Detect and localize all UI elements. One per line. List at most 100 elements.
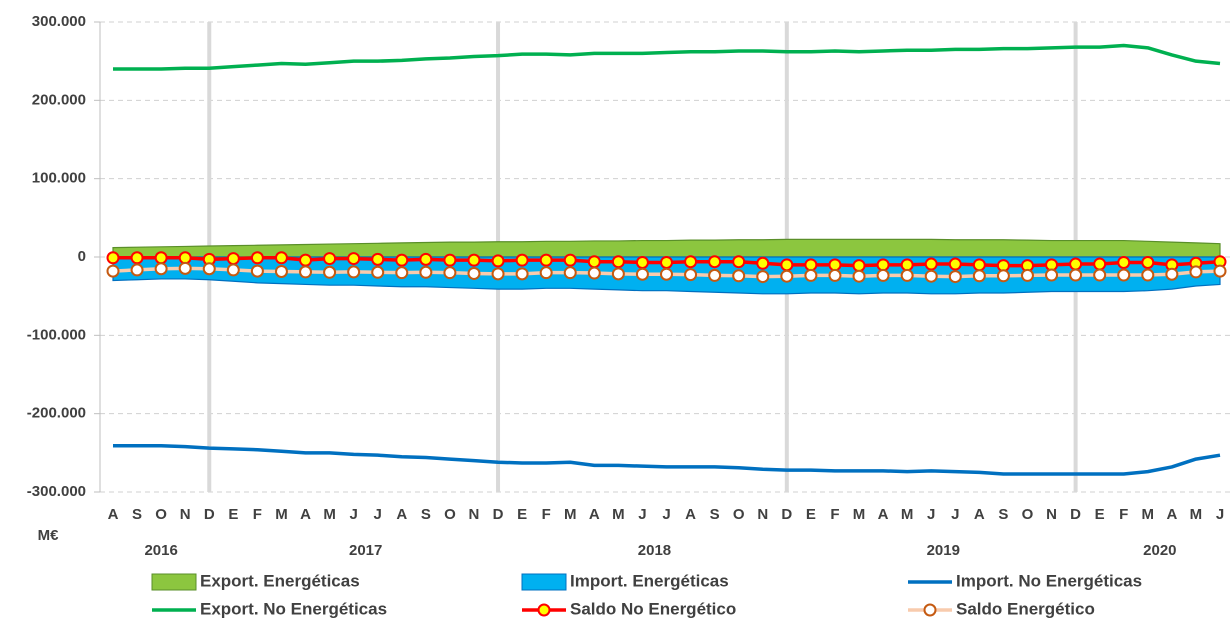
marker [828,258,842,272]
x-tick-label: E [806,506,816,523]
line [113,444,1221,476]
x-tick-label: F [253,506,262,523]
marker [1069,257,1083,271]
x-tick-label: A [974,506,985,523]
year-label: 2016 [144,542,177,559]
x-tick-label: E [1095,506,1105,523]
y-tick-label: -100.000 [27,326,86,343]
marker [708,255,722,269]
x-tick-label: A [685,506,696,523]
marker [635,267,649,281]
y-tick-label: 100.000 [32,170,86,187]
marker [491,254,505,268]
x-tick-label: A [300,506,311,523]
x-tick-label: O [155,506,167,523]
x-tick-label: S [710,506,720,523]
x-tick-label: J [638,506,646,523]
line [113,43,1221,71]
marker [395,266,409,280]
marker [1093,257,1107,271]
marker [154,251,168,265]
x-tick-label: M [323,506,336,523]
x-tick-label: J [662,506,670,523]
marker [828,268,842,282]
year-label: 2018 [638,542,671,559]
marker [1141,268,1155,282]
x-tick-label: S [421,506,431,523]
area [112,238,1221,258]
legend-label: Export. No Energéticas [200,599,387,618]
year-label: 2019 [927,542,960,559]
marker [154,262,168,276]
marker [274,251,288,265]
marker [1189,265,1203,279]
marker [852,269,866,283]
y-tick-label: 0 [78,248,86,265]
marker [852,259,866,273]
marker [539,266,553,280]
marker [876,258,890,272]
marker [780,258,794,272]
legend-label: Import. Energéticas [570,571,729,590]
marker [1020,268,1034,282]
marker [347,252,361,266]
marker [563,266,577,280]
x-tick-label: E [517,506,527,523]
x-tick-label: A [589,506,600,523]
marker [178,251,192,265]
marker [900,268,914,282]
marker [323,252,337,266]
x-tick-label: A [108,506,119,523]
marker [876,268,890,282]
x-tick-label: S [998,506,1008,523]
marker [563,253,577,267]
x-tick-label: A [878,506,889,523]
x-tick-label: S [132,506,142,523]
marker [660,267,673,281]
marker [756,256,770,270]
legend-label: Import. No Energéticas [956,571,1142,590]
marker [660,255,673,269]
marker [443,266,457,280]
marker [299,253,313,267]
x-tick-label: O [1022,506,1034,523]
y-tick-label: -200.000 [27,405,86,422]
marker [1117,255,1131,269]
marker [443,253,457,267]
marker [250,264,264,278]
marker [972,269,986,283]
x-tick-label: J [927,506,935,523]
x-tick-label: D [204,506,215,523]
marker [756,270,770,284]
marker [972,258,986,272]
x-tick-label: F [542,506,551,523]
marker [996,269,1010,283]
marker [732,269,746,283]
marker [611,255,625,269]
marker [371,265,385,279]
x-tick-label: M [564,506,577,523]
marker [515,253,529,267]
marker [684,268,698,282]
x-tick-label: F [1119,506,1128,523]
marker [178,261,192,275]
marker [1069,268,1083,282]
x-tick-label: N [469,506,480,523]
marker [684,255,698,269]
year-label: 2017 [349,542,382,559]
marker [130,251,144,265]
x-tick-label: J [1216,506,1224,523]
marker [587,266,601,280]
x-tick-label: N [180,506,191,523]
x-tick-label: J [374,506,382,523]
marker [106,264,120,278]
marker [467,266,481,280]
legend-swatch [151,573,197,591]
marker [106,251,120,265]
marker [611,267,625,281]
marker [1141,255,1155,269]
x-tick-label: F [830,506,839,523]
x-tick-label: J [349,506,357,523]
marker [323,265,337,279]
